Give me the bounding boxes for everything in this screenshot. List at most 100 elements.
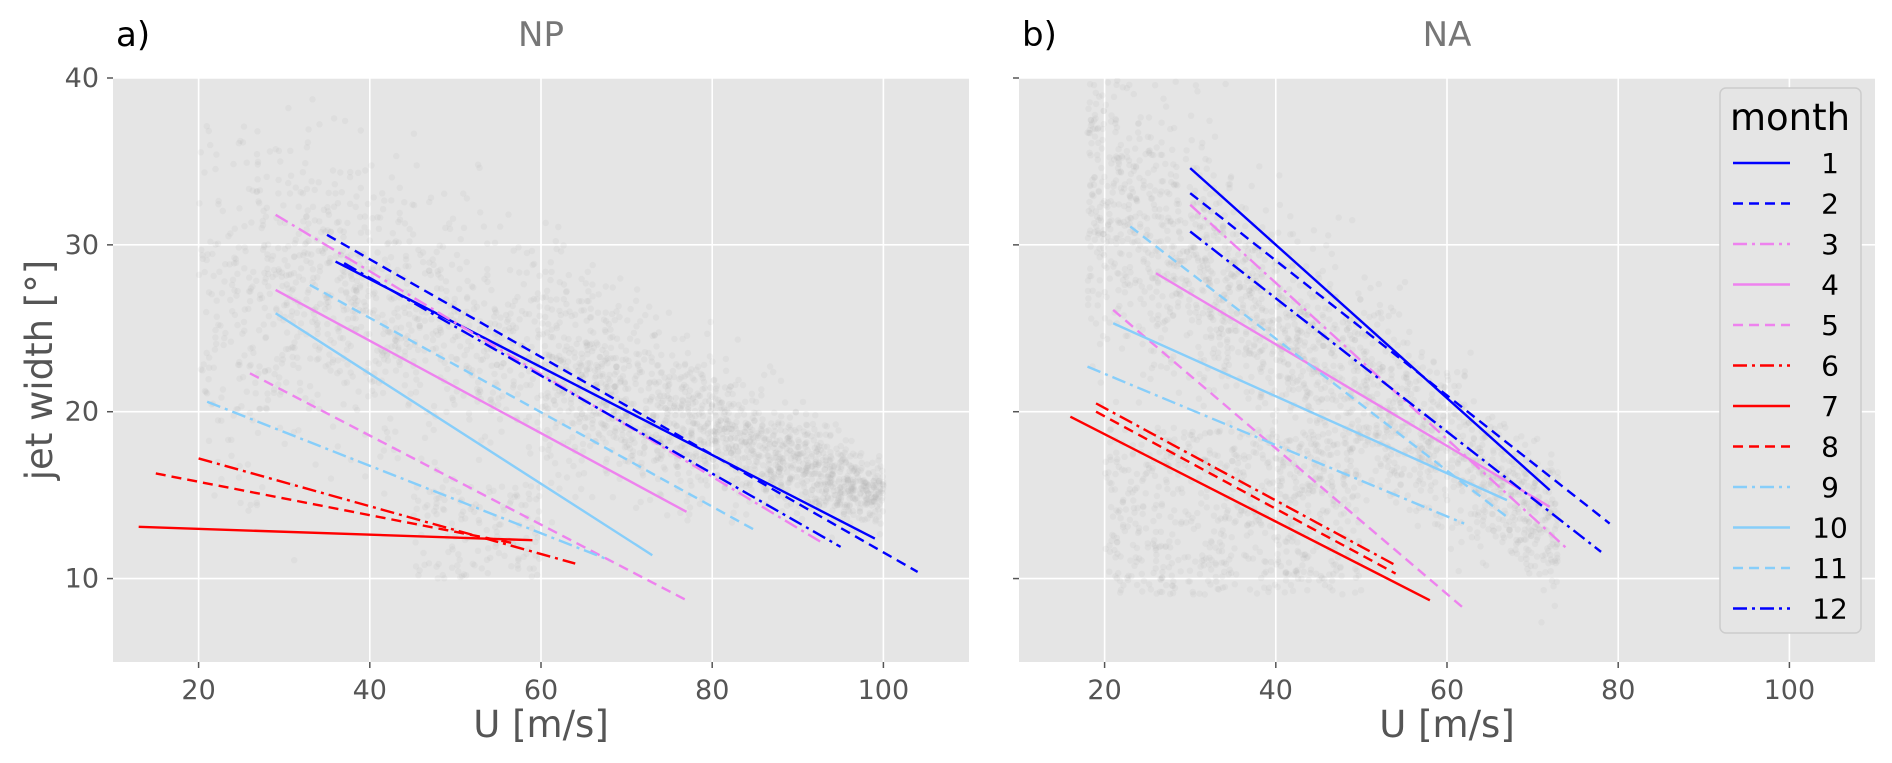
scatter-point	[460, 190, 467, 197]
scatter-point	[848, 487, 855, 495]
scatter-point	[273, 355, 281, 363]
scatter-point	[775, 492, 783, 500]
scatter-point	[1282, 310, 1290, 317]
scatter-point	[829, 470, 836, 478]
scatter-point	[1226, 556, 1233, 563]
scatter-point	[197, 149, 204, 156]
scatter-point	[750, 409, 758, 416]
scatter-point	[1126, 161, 1133, 169]
scatter-point	[1087, 181, 1094, 189]
scatter-point	[1151, 82, 1159, 89]
scatter-point	[1326, 584, 1333, 591]
grid-lines	[113, 77, 969, 662]
scatter-point	[1377, 309, 1384, 316]
scatter-point	[813, 495, 820, 503]
scatter-point	[1192, 221, 1199, 228]
scatter-point	[1114, 78, 1121, 84]
scatter-point	[1099, 178, 1106, 185]
scatter-point	[1170, 243, 1177, 250]
scatter-point	[1284, 379, 1292, 387]
scatter-point	[1307, 569, 1314, 577]
scatter-point	[1091, 236, 1099, 243]
scatter-point	[812, 458, 819, 466]
scatter-point	[815, 459, 823, 466]
scatter-point	[548, 268, 555, 276]
scatter-point	[1319, 311, 1326, 319]
scatter-point	[667, 407, 674, 414]
scatter-point	[1387, 366, 1394, 373]
scatter-point	[405, 402, 412, 409]
scatter-point	[429, 346, 437, 353]
scatter-point	[723, 416, 730, 423]
scatter-point	[396, 358, 403, 365]
scatter-point	[522, 481, 529, 489]
scatter-point	[703, 461, 710, 468]
scatter-point	[610, 408, 617, 415]
scatter-point	[533, 357, 541, 365]
scatter-point	[553, 354, 560, 362]
scatter-point	[304, 289, 311, 296]
scatter-point	[1397, 481, 1404, 489]
scatter-point	[1197, 563, 1204, 570]
scatter-point	[665, 395, 673, 402]
scatter-point	[800, 471, 807, 478]
scatter-point	[1224, 338, 1231, 346]
scatter-point	[304, 207, 311, 214]
scatter-point	[1355, 572, 1363, 579]
scatter-point	[1187, 112, 1195, 119]
scatter-point	[239, 330, 246, 337]
scatter-point	[1290, 347, 1297, 354]
scatter-point	[542, 402, 549, 410]
scatter-point	[1100, 107, 1108, 115]
scatter-point	[813, 448, 820, 455]
scatter-point	[746, 481, 753, 488]
scatter-point	[631, 439, 638, 446]
scatter-point	[1374, 390, 1381, 397]
scatter-point	[704, 330, 711, 337]
scatter-point	[1106, 568, 1113, 575]
scatter-point	[649, 411, 657, 419]
scatter-point	[583, 342, 590, 350]
y-tick-label: 30	[65, 230, 99, 261]
scatter-point	[306, 383, 314, 390]
scatter-point	[632, 380, 639, 387]
scatter-point	[1286, 312, 1293, 319]
scatter-point	[1132, 164, 1140, 171]
scatter-point	[1095, 139, 1102, 146]
scatter-point	[294, 354, 301, 361]
scatter-point	[1303, 263, 1310, 270]
scatter-point	[1165, 261, 1173, 268]
scatter-point	[815, 461, 822, 468]
scatter-point	[654, 454, 662, 461]
scatter-point	[1157, 238, 1165, 245]
scatter-point	[795, 437, 802, 444]
scatter-point	[1096, 245, 1103, 252]
scatter-point	[1462, 421, 1469, 429]
scatter-point	[1114, 305, 1122, 312]
scatter-point	[1295, 385, 1303, 393]
scatter-point	[775, 450, 782, 457]
scatter-point	[1208, 311, 1215, 318]
scatter-point	[481, 275, 488, 283]
scatter-point	[679, 384, 686, 391]
scatter-point	[816, 497, 823, 504]
scatter-point	[647, 379, 654, 386]
scatter-point	[571, 311, 579, 318]
scatter-point	[857, 489, 864, 497]
scatter-point	[1200, 273, 1207, 280]
scatter-point	[1273, 537, 1280, 544]
scatter-point	[1129, 189, 1137, 196]
scatter-point	[483, 526, 490, 534]
scatter-point	[1270, 348, 1277, 355]
scatter-point	[366, 330, 373, 338]
scatter-point	[795, 454, 802, 462]
scatter-point	[1424, 468, 1431, 475]
scatter-point	[1196, 224, 1204, 232]
scatter-point	[1363, 358, 1371, 365]
scatter-point	[541, 342, 549, 350]
scatter-point	[1170, 424, 1178, 432]
scatter-point	[218, 417, 225, 424]
scatter-point	[1386, 471, 1394, 478]
scatter-point	[278, 273, 285, 280]
scatter-point	[1253, 590, 1261, 597]
